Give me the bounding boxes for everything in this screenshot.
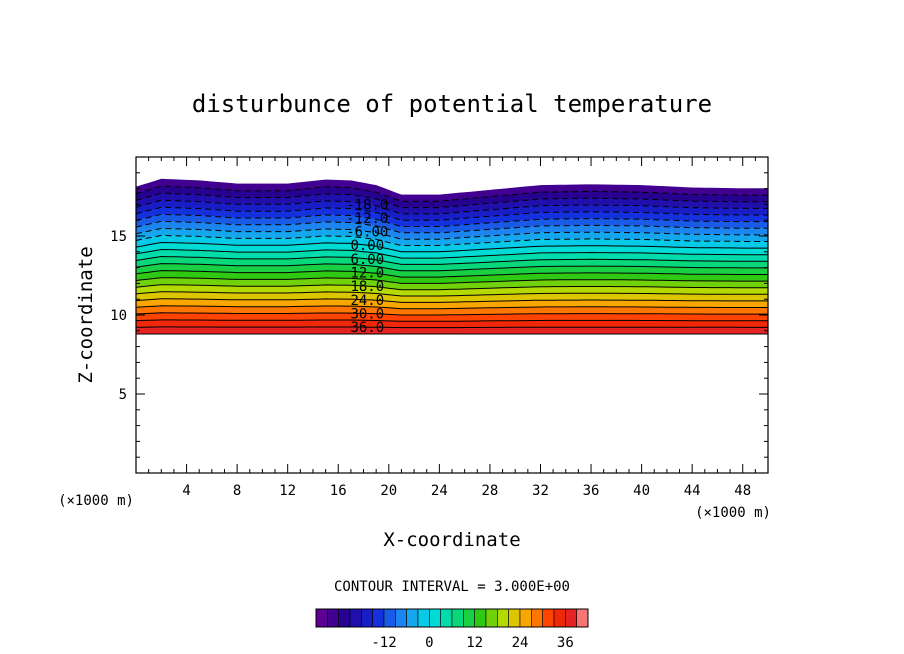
- colorbar-cell: [338, 608, 351, 628]
- chart-title: disturbunce of potential temperature: [192, 90, 712, 118]
- x-tick-label: 24: [431, 483, 448, 499]
- colorbar-cell: [519, 608, 532, 628]
- x-unit-left: (×1000 m): [58, 493, 134, 509]
- x-axis-ticks: 4 8 12 16 20 24 28 32 36 40 44 48: [148, 157, 756, 499]
- x-tick-label: 44: [684, 483, 701, 499]
- contour-line: [136, 234, 768, 246]
- colorbar-cell: [451, 608, 464, 628]
- y-tick-label: 15: [110, 229, 127, 245]
- colorbar-cell: [553, 608, 566, 628]
- y-tick-label: 5: [119, 387, 127, 403]
- contour-line: [136, 227, 768, 240]
- contour-label: 6.00: [350, 252, 384, 268]
- contour-line: [136, 255, 768, 265]
- contour-line: [136, 312, 768, 316]
- colorbar-cell: [576, 608, 589, 628]
- contour-label: 12.0: [350, 266, 384, 282]
- colorbar-cell: [485, 608, 498, 628]
- colorbar-tick-label: 0: [425, 635, 433, 651]
- colorbar-cell: [531, 608, 543, 628]
- colorbar-cell: [508, 608, 521, 628]
- colorbar-cell: [395, 608, 407, 628]
- colorbar-cell: [349, 608, 362, 628]
- colorbar-cell: [474, 608, 487, 628]
- colorbar-tick-label: 24: [512, 635, 529, 651]
- contour-label: 36.0: [350, 320, 384, 336]
- colorbar-cell: [406, 608, 419, 628]
- x-tick-label: 48: [734, 483, 751, 499]
- x-tick-label: 28: [481, 483, 498, 499]
- contour-line: [136, 298, 768, 303]
- colorbar-cell: [565, 608, 577, 628]
- colorbar-cell: [315, 608, 328, 628]
- colorbar-cell: [497, 608, 509, 628]
- x-tick-label: 32: [532, 483, 549, 499]
- contour-line: [136, 305, 768, 310]
- x-tick-label: 40: [633, 483, 650, 499]
- y-axis-label: Z-coordinate: [75, 246, 97, 383]
- colorbar-frame: [315, 608, 589, 628]
- colorbar-cell: [417, 608, 430, 628]
- contour-line: [136, 185, 768, 202]
- colorbar-cell: [440, 608, 453, 628]
- colorbar-cell: [383, 608, 396, 628]
- contour-label: -6.00: [346, 225, 388, 241]
- contour-label: 30.0: [350, 306, 384, 322]
- colorbar-ticks: -12 0 12 24 36: [371, 635, 573, 651]
- contour-line: [136, 277, 768, 284]
- contour-line: [136, 192, 768, 209]
- contour-label: -18.0: [346, 197, 388, 213]
- y-axis-ticks: 5 10 15: [110, 172, 768, 458]
- contour-line: [136, 284, 768, 291]
- contour-interval-text: CONTOUR INTERVAL = 3.000E+00: [334, 579, 570, 595]
- colorbar-tick-label: 12: [466, 635, 483, 651]
- contour-line: [136, 248, 768, 259]
- contour-label: 24.0: [350, 293, 384, 309]
- x-unit-right: (×1000 m): [695, 505, 771, 521]
- colorbar-cell: [372, 608, 385, 628]
- contour-line: [136, 291, 768, 297]
- contour-label: -12.0: [346, 211, 388, 227]
- x-axis-label: X-coordinate: [383, 529, 520, 551]
- colorbar: [315, 608, 589, 628]
- contour-label: 0.00: [350, 238, 384, 254]
- contour-line: [136, 270, 768, 278]
- colorbar-cell: [463, 608, 475, 628]
- contour-lines: [136, 185, 768, 335]
- contour-line: [136, 319, 768, 322]
- contour-line: [136, 263, 768, 272]
- x-tick-label: 4: [182, 483, 190, 499]
- colorbar-cell: [429, 608, 441, 628]
- y-tick-label: 10: [110, 308, 127, 324]
- x-tick-label: 36: [583, 483, 600, 499]
- colorbar-tick-label: 36: [557, 635, 574, 651]
- x-tick-label: 20: [380, 483, 397, 499]
- contour-line: [136, 241, 768, 253]
- contour-labels: -18.0-12.0-6.000.006.0012.018.024.030.03…: [346, 197, 388, 336]
- x-tick-label: 12: [279, 483, 296, 499]
- colorbar-cell: [327, 608, 339, 628]
- contour-label: 18.0: [350, 279, 384, 295]
- colorbar-cell: [542, 608, 555, 628]
- x-tick-label: 16: [330, 483, 347, 499]
- colorbar-tick-label: -12: [371, 635, 396, 651]
- contour-line: [136, 326, 768, 329]
- x-tick-label: 8: [233, 483, 241, 499]
- contour-field: [136, 178, 768, 335]
- colorbar-cell: [361, 608, 373, 628]
